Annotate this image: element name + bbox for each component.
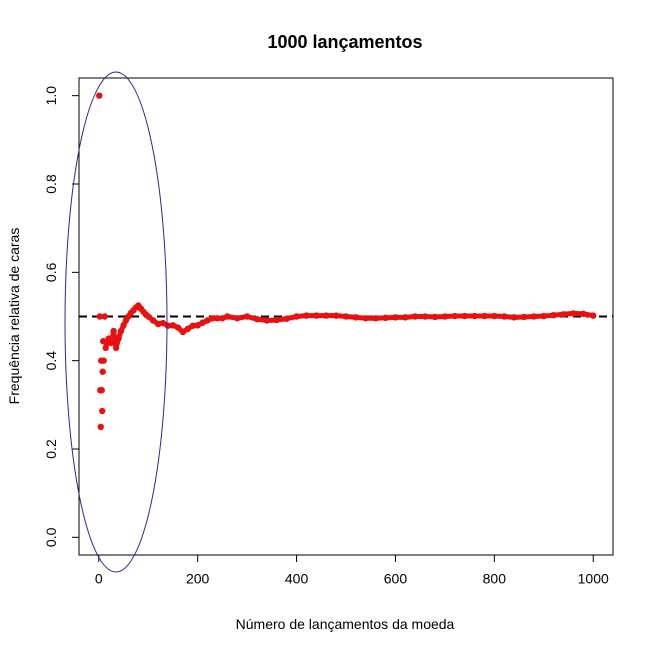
data-point bbox=[99, 368, 106, 375]
x-axis: 0 200 400 600 800 1000 bbox=[95, 555, 609, 586]
data-point bbox=[501, 313, 508, 320]
data-point bbox=[342, 313, 350, 320]
data-point bbox=[253, 315, 261, 323]
data-point bbox=[96, 92, 103, 99]
data-point bbox=[421, 313, 429, 320]
data-point bbox=[120, 322, 127, 329]
data-points bbox=[96, 92, 597, 431]
data-point bbox=[510, 314, 518, 321]
data-point bbox=[169, 322, 177, 329]
data-point bbox=[224, 313, 231, 320]
data-point bbox=[412, 313, 419, 320]
data-point bbox=[530, 313, 538, 320]
data-point bbox=[199, 319, 206, 326]
y-tick-label: 1.0 bbox=[43, 86, 59, 106]
data-point bbox=[99, 407, 106, 415]
data-point bbox=[461, 312, 468, 320]
data-point bbox=[145, 313, 152, 320]
x-tick-label: 1000 bbox=[578, 570, 609, 586]
data-point bbox=[115, 335, 122, 342]
data-point bbox=[273, 316, 280, 324]
data-point bbox=[303, 312, 310, 319]
x-tick-label: 800 bbox=[483, 570, 507, 586]
data-point bbox=[149, 317, 157, 324]
data-point bbox=[540, 312, 547, 320]
data-point bbox=[441, 313, 449, 320]
y-tick-label: 0.2 bbox=[43, 439, 59, 459]
data-point bbox=[174, 324, 182, 331]
y-tick-label: 0.4 bbox=[43, 351, 59, 371]
points-trail bbox=[106, 302, 594, 351]
y-tick-label: 0.0 bbox=[43, 527, 59, 547]
data-point bbox=[194, 322, 201, 329]
data-point bbox=[491, 312, 498, 320]
chart-title: 1000 lançamentos bbox=[267, 32, 422, 52]
highlight-ellipse bbox=[64, 71, 168, 573]
data-point bbox=[204, 317, 211, 324]
data-point bbox=[570, 310, 577, 317]
data-point bbox=[110, 327, 117, 335]
data-point bbox=[96, 313, 103, 320]
data-point bbox=[214, 315, 221, 322]
data-point bbox=[362, 315, 369, 322]
data-point bbox=[98, 387, 105, 394]
data-point bbox=[101, 313, 108, 320]
data-point bbox=[219, 315, 226, 322]
data-point bbox=[112, 344, 120, 352]
data-point bbox=[451, 312, 458, 320]
data-point bbox=[332, 312, 340, 319]
y-tick-label: 0.6 bbox=[43, 262, 59, 282]
data-point bbox=[100, 357, 107, 364]
data-point bbox=[263, 317, 271, 324]
data-point bbox=[481, 312, 488, 320]
x-tick-label: 600 bbox=[384, 570, 408, 586]
data-point bbox=[154, 320, 162, 328]
x-tick-label: 200 bbox=[186, 570, 210, 586]
data-point bbox=[179, 328, 187, 336]
y-tick-label: 0.8 bbox=[43, 174, 59, 194]
data-point bbox=[323, 312, 330, 319]
data-point bbox=[184, 325, 191, 333]
data-point bbox=[520, 313, 528, 321]
data-point bbox=[209, 315, 216, 322]
data-point bbox=[313, 312, 320, 319]
data-point bbox=[189, 322, 196, 329]
data-point bbox=[372, 315, 379, 322]
data-point bbox=[97, 423, 104, 431]
data-point bbox=[243, 313, 251, 320]
x-axis-label: Número de lançamentos da moeda bbox=[236, 616, 455, 632]
y-axis: 0.0 0.2 0.4 0.6 0.8 1.0 bbox=[43, 86, 79, 547]
data-point bbox=[352, 314, 360, 321]
data-point bbox=[431, 313, 439, 321]
data-point bbox=[590, 312, 597, 319]
data-point bbox=[580, 310, 587, 318]
data-point bbox=[550, 311, 557, 319]
data-point bbox=[392, 314, 399, 321]
data-point bbox=[402, 314, 409, 321]
x-tick-label: 0 bbox=[95, 570, 103, 586]
x-tick-label: 400 bbox=[285, 570, 309, 586]
data-point bbox=[117, 327, 125, 335]
data-point bbox=[283, 315, 290, 322]
data-point bbox=[382, 314, 389, 322]
data-point bbox=[471, 312, 478, 320]
data-point bbox=[293, 313, 300, 320]
data-point bbox=[560, 311, 567, 318]
y-axis-label: Frequência relativa de caras bbox=[6, 228, 22, 405]
data-point bbox=[107, 339, 115, 347]
data-point bbox=[159, 319, 167, 327]
data-point bbox=[164, 322, 172, 329]
data-point bbox=[234, 315, 241, 322]
